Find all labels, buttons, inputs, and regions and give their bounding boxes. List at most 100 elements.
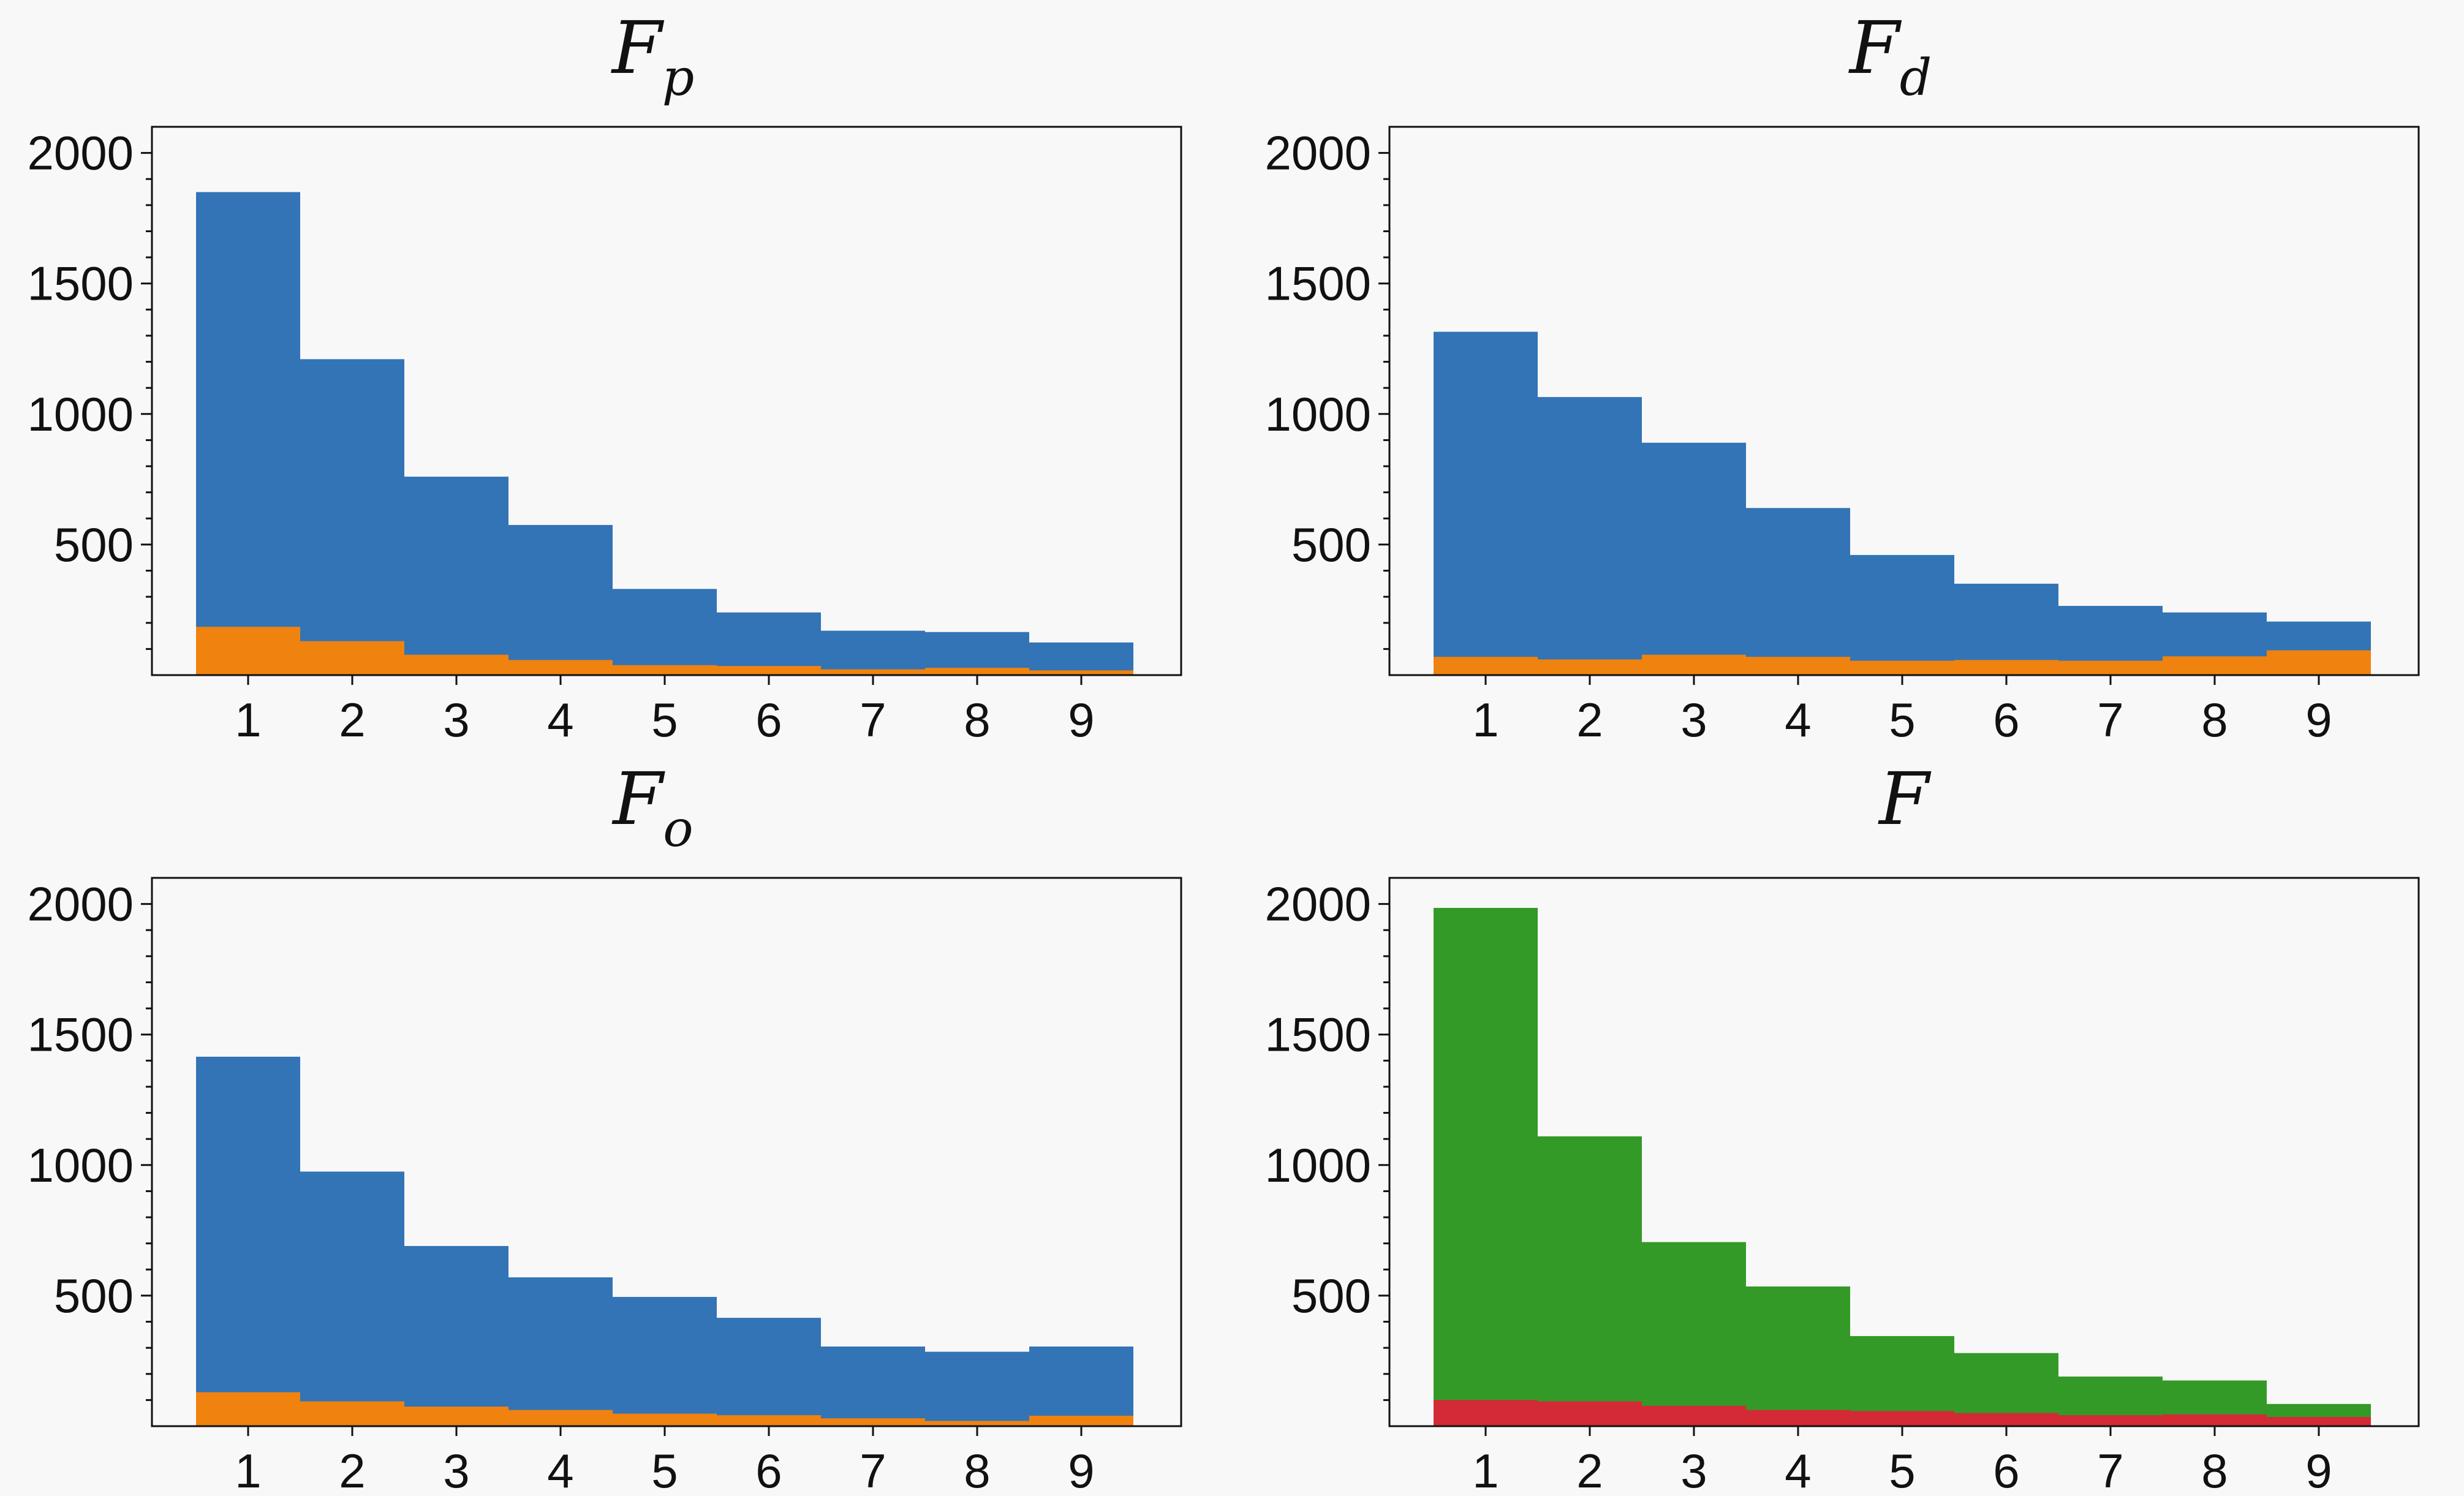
panel-title-main: F [1848,6,1902,90]
panel-title-subscript: d [1900,49,1932,107]
bar-5-series-2 [613,665,717,675]
x-tick-label: 2 [1576,1444,1603,1496]
bar-3-series-2 [1642,654,1746,675]
bar-8-series-2 [2163,1414,2267,1426]
y-tick-label: 2000 [1264,126,1371,180]
bar-2-series-1 [300,359,404,675]
x-tick-label: 4 [547,1444,573,1496]
bar-6-series-1 [717,612,821,675]
y-tick-label: 500 [54,518,134,572]
y-tick-label: 2000 [27,877,134,931]
axes-frame [151,126,1182,676]
x-tick-label: 5 [1889,693,1915,747]
bar-1-series-2 [196,1392,300,1426]
series-1 [196,192,1133,675]
bar-2-series-2 [1538,1401,1642,1426]
panel-title: Fp [611,6,694,107]
bar-7-series-2 [821,1418,925,1426]
bar-5-series-2 [1850,660,1954,675]
bar-8-series-1 [925,1351,1029,1426]
bar-8-series-2 [925,668,1029,675]
bar-9-series-2 [2267,650,2371,675]
x-tick-label: 1 [235,1444,261,1496]
series-1 [196,1056,1133,1426]
y-tick-label: 2000 [1264,877,1371,931]
y-tick-label: 500 [54,1269,134,1323]
panel-title-main: F [1878,757,1932,841]
x-tick-label: 7 [860,693,886,747]
bar-2-series-2 [1538,659,1642,675]
bar-9-series-2 [2267,1417,2371,1426]
bar-7-series-1 [821,1347,925,1426]
bar-3-series-2 [404,1407,508,1426]
x-axis: 1 2 3 4 5 6 7 8 9 [235,1426,1095,1496]
panel-title-main: F [611,6,665,90]
bar-5-series-2 [613,1413,717,1426]
y-tick-label: 1500 [27,1008,134,1062]
x-tick-label: 3 [1680,693,1707,747]
series-1 [1434,908,2371,1426]
x-tick-label: 5 [1889,1444,1915,1496]
bar-7-series-2 [821,669,925,675]
x-tick-label: 6 [1993,1444,2019,1496]
x-tick-label: 7 [860,1444,886,1496]
bar-4-series-1 [1746,508,1850,675]
bar-2-series-1 [1538,397,1642,675]
x-tick-label: 2 [339,1444,365,1496]
bar-2-series-1 [1538,1136,1642,1426]
bar-2-series-2 [300,641,404,675]
bar-5-series-1 [1850,554,1954,675]
bar-8-series-2 [2163,656,2267,675]
x-tick-label: 5 [651,693,678,747]
panel-f: 500 1000 1500 2000 1 2 3 4 5 6 7 8 9 F [1264,757,2420,1496]
x-axis: 1 2 3 4 5 6 7 8 9 [235,675,1095,747]
x-tick-label: 8 [964,693,990,747]
bar-3-series-1 [1642,442,1746,675]
bar-1-series-1 [196,192,300,675]
y-tick-label: 500 [1291,1269,1371,1323]
x-tick-label: 9 [1068,693,1094,747]
x-tick-label: 4 [1785,1444,1811,1496]
y-axis: 500 1000 1500 2000 [1264,877,1389,1401]
y-tick-label: 500 [1291,518,1371,572]
panel-title: Fd [1848,6,1932,107]
x-tick-label: 8 [2201,1444,2228,1496]
y-axis: 500 1000 1500 2000 [1264,126,1389,650]
bar-9-series-1 [1029,642,1133,675]
x-tick-label: 7 [2097,1444,2123,1496]
bar-6-series-1 [717,1318,821,1426]
bar-7-series-1 [821,630,925,675]
x-tick-label: 8 [2201,693,2228,747]
bar-3-series-1 [1642,1242,1746,1426]
y-tick-label: 1500 [1264,1008,1371,1062]
bar-9-series-2 [1029,1415,1133,1426]
bar-4-series-2 [508,660,613,675]
x-tick-label: 3 [1680,1444,1707,1496]
panel-title: F [1878,757,1932,841]
x-tick-label: 6 [755,1444,782,1496]
x-tick-label: 2 [339,693,365,747]
series-2 [196,627,1133,675]
x-tick-label: 9 [2305,693,2332,747]
x-axis: 1 2 3 4 5 6 7 8 9 [1472,1426,2332,1496]
bar-6-series-2 [717,666,821,675]
y-tick-label: 1000 [1264,387,1371,441]
bar-6-series-2 [717,1415,821,1426]
bar-3-series-2 [404,654,508,675]
bar-1-series-2 [1434,657,1538,675]
bar-3-series-1 [404,1245,508,1426]
x-axis: 1 2 3 4 5 6 7 8 9 [1472,675,2332,747]
y-axis: 500 1000 1500 2000 [27,126,152,650]
x-tick-label: 4 [547,693,573,747]
series-1 [1434,331,2371,675]
x-tick-label: 1 [235,693,261,747]
bar-6-series-2 [1954,1413,2058,1426]
series-2 [196,1392,1133,1426]
axes-frame [1388,126,2420,676]
bar-2-series-1 [300,1171,404,1426]
x-tick-label: 6 [755,693,782,747]
bar-4-series-1 [508,524,613,675]
bar-5-series-1 [613,589,717,675]
panel-title-subscript: p [662,49,695,107]
